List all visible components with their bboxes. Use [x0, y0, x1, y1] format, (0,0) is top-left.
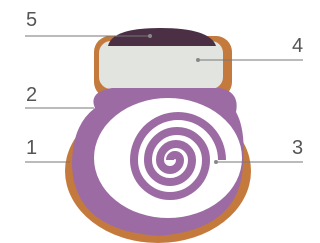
- callout-label: 5: [26, 9, 37, 31]
- leader-dot: [196, 58, 200, 62]
- diagram: 5 4 2 1 3: [0, 0, 303, 243]
- callout-label: 1: [26, 137, 37, 159]
- leader-dot: [148, 34, 152, 38]
- callout-label: 3: [292, 137, 303, 159]
- top-cap: [108, 28, 216, 46]
- callout-label: 2: [26, 84, 37, 106]
- cream-layer: [99, 41, 223, 89]
- callout-label: 4: [292, 35, 303, 57]
- leader-dot: [214, 160, 218, 164]
